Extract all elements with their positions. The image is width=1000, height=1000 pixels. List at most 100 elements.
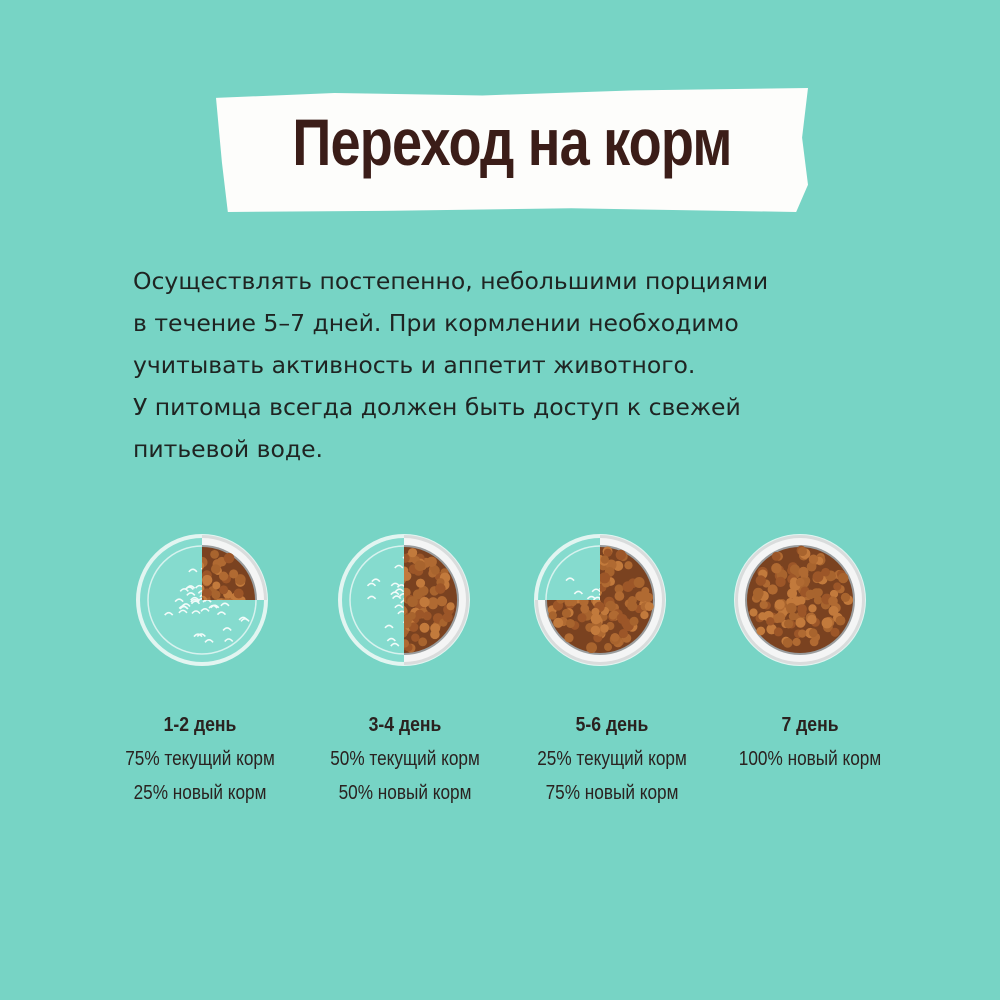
kibble (790, 577, 799, 586)
kibble (604, 643, 613, 652)
kibble (813, 596, 823, 605)
kibble (808, 628, 818, 638)
kibble (600, 555, 609, 564)
kibble (812, 571, 824, 583)
bowl-stage-3 (534, 534, 666, 666)
kibble (830, 627, 840, 637)
kibble (586, 642, 598, 654)
stage-2: 3-4 день 50% текущий корм 50% новый корм (305, 708, 505, 810)
stage-line: 25% новый корм (133, 782, 267, 804)
kibble (229, 569, 239, 579)
stage-day: 7 день (781, 714, 839, 736)
new-food-bowl (404, 535, 469, 665)
kibble (407, 548, 418, 558)
new-food-bowl (202, 535, 267, 600)
kibble (404, 614, 413, 625)
kibble (807, 614, 817, 625)
kibble (640, 610, 649, 620)
kibble (795, 577, 805, 587)
kibble (446, 602, 455, 611)
kibble (610, 632, 620, 642)
bowl-stage-1 (136, 534, 268, 666)
description: Осуществлять постепенно, небольшими порц… (133, 260, 853, 470)
kibble (404, 587, 411, 598)
description-line: учитывать активность и аппетит животного… (133, 351, 696, 379)
kibble (624, 561, 633, 570)
bowl-stage-2 (338, 534, 470, 666)
description-line: питьевой воде. (133, 435, 324, 463)
kibble (814, 588, 823, 597)
kibble (798, 566, 809, 577)
kibble (795, 617, 806, 628)
kibble (622, 581, 634, 593)
kibble (223, 552, 235, 564)
kibble (419, 596, 430, 608)
kibble (797, 546, 808, 557)
kibble (223, 597, 231, 600)
kibble (431, 566, 440, 575)
kibble (759, 600, 768, 609)
kibble (627, 596, 637, 605)
kibble (792, 637, 801, 647)
stage-line: 25% текущий корм (537, 748, 687, 770)
kibble (828, 605, 839, 616)
kibble (614, 591, 625, 601)
page-title: Переход на корм (292, 105, 732, 179)
kibble (766, 617, 775, 626)
kibble (821, 617, 833, 629)
stage-day: 3-4 день (368, 714, 442, 736)
kibble (837, 572, 849, 584)
kibble (234, 574, 246, 585)
kibble (618, 629, 628, 639)
kibble (840, 592, 851, 603)
kibble (426, 556, 437, 568)
kibble (633, 577, 645, 588)
stage-1: 1-2 день 75% текущий корм 25% новый корм (100, 708, 300, 810)
kibble (771, 551, 781, 561)
kibble (829, 589, 839, 599)
kibble (404, 639, 410, 648)
kibble (211, 590, 221, 600)
kibble (774, 612, 786, 623)
kibble (808, 554, 819, 564)
kibble (548, 611, 557, 620)
bowl-stage-4 (734, 534, 866, 666)
kibble (202, 562, 205, 570)
kibble (791, 596, 802, 606)
kibble (577, 613, 587, 623)
kibble (599, 572, 611, 584)
kibble (797, 604, 807, 614)
kibble (553, 617, 564, 628)
kibble (442, 612, 453, 623)
kibble (808, 604, 817, 613)
stage-line: 75% новый корм (545, 782, 679, 804)
stage-line: 100% новый корм (738, 748, 882, 770)
kibble (202, 574, 213, 586)
kibble (202, 588, 212, 598)
kibble (771, 563, 782, 574)
kibble (436, 596, 448, 607)
stage-3: 5-6 день 25% текущий корм 75% новый корм (512, 708, 712, 810)
kibble (565, 618, 575, 628)
kibble (773, 627, 783, 637)
kibble (404, 571, 412, 581)
kibble (798, 629, 807, 638)
kibble (233, 588, 244, 599)
kibble (219, 585, 229, 595)
kibble (210, 564, 221, 574)
kibble (210, 549, 219, 559)
kibble (756, 626, 766, 636)
kibble (407, 596, 418, 608)
kibble (643, 592, 654, 603)
kibble (805, 589, 816, 600)
kibble (219, 571, 229, 581)
kibble (590, 613, 602, 625)
kibble (753, 591, 763, 601)
kibble (603, 548, 612, 557)
kibble (755, 575, 766, 586)
kibble (644, 601, 654, 611)
stage-line: 50% новый корм (338, 782, 472, 804)
kibble (787, 588, 798, 599)
kibble (767, 584, 778, 595)
description-line: в течение 5–7 дней. При кормлении необхо… (133, 309, 739, 337)
